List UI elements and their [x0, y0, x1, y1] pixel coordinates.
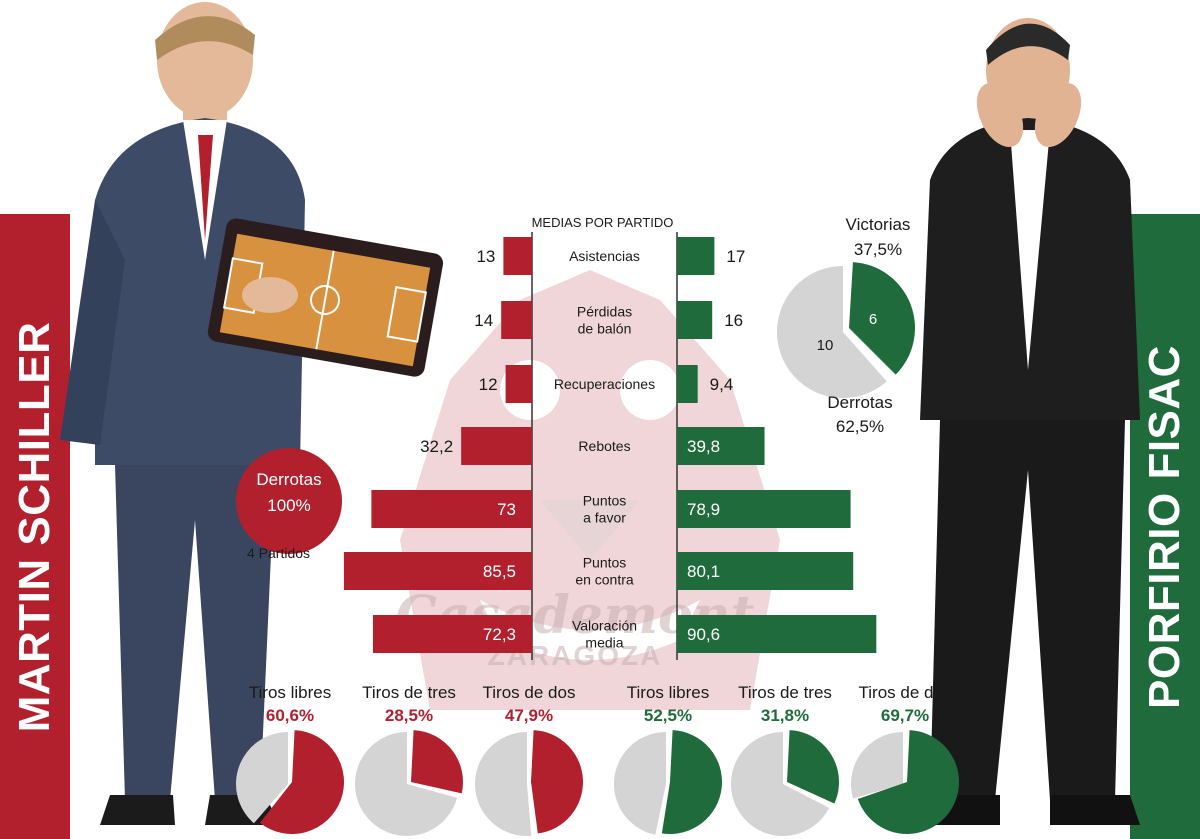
left-coach-photo	[60, 2, 444, 825]
shot-type-label: Tiros de tres	[362, 683, 456, 702]
wins-value: 6	[869, 311, 877, 328]
shot-pct-label: 60,6%	[265, 706, 315, 725]
category-label: Puntos	[583, 555, 627, 571]
left-coach-band: MARTIN SCHILLER	[0, 214, 70, 839]
bar-left-label: 12	[479, 375, 498, 394]
bar-left	[372, 615, 532, 653]
shot-pie-made	[259, 730, 344, 834]
shot-pie	[614, 730, 722, 835]
shot-pie-made	[661, 730, 722, 834]
category-label: Rebotes	[578, 438, 630, 454]
right-wins-pct: 37,5%	[853, 240, 903, 259]
left-games-count: 4 Partidos	[247, 545, 311, 561]
shot-type-label: Tiros de dos	[482, 683, 576, 702]
right-wins-label: Victorias	[845, 215, 911, 234]
shot-pie-made	[857, 730, 959, 834]
bar-left-label: 13	[476, 247, 495, 266]
shot-pie-rest	[355, 732, 458, 836]
bar-left-label: 85,5	[483, 562, 516, 581]
shot-pct-label: 31,8%	[760, 706, 810, 725]
bar-right-label: 80,1	[687, 562, 720, 581]
wins-slice	[849, 262, 915, 375]
bar-left	[461, 427, 532, 465]
bar-right-label: 90,6	[687, 625, 720, 644]
shot-pie-rest	[236, 732, 288, 824]
shot-pie	[355, 730, 463, 836]
category-label: a favor	[583, 510, 626, 526]
category-label: Valoración	[572, 618, 637, 634]
category-label: Puntos	[583, 493, 627, 509]
shot-pct-label: 52,5%	[643, 706, 693, 725]
bar-right	[677, 301, 713, 339]
category-label: de balón	[578, 321, 632, 337]
bar-left	[501, 301, 532, 339]
shot-pie-made	[787, 730, 839, 804]
shot-pct-label: 28,5%	[384, 706, 434, 725]
category-label: Asistencias	[569, 248, 640, 264]
right-losses-label: Derrotas	[827, 393, 893, 412]
shot-type-label: Tiros libres	[626, 683, 710, 702]
category-label: media	[585, 635, 623, 651]
shot-pie-rest	[475, 732, 532, 836]
shot-pie	[475, 730, 583, 836]
bar-right	[677, 490, 851, 528]
left-losses-label: Derrotas	[256, 470, 322, 489]
bar-left	[343, 552, 532, 590]
bar-right-label: 17	[726, 247, 745, 266]
category-label: Recuperaciones	[554, 376, 655, 392]
shot-pie-rest	[614, 732, 666, 835]
shot-pie	[731, 730, 839, 836]
bar-right	[677, 237, 715, 275]
shot-pie	[851, 730, 959, 834]
left-losses-pct: 100%	[267, 496, 311, 515]
right-record-pie: 6 10	[777, 262, 915, 398]
right-coach-band: PORFIRIO FISAC	[1130, 214, 1200, 839]
bar-right	[677, 615, 877, 653]
shot-type-label: Tiros libres	[248, 683, 332, 702]
bar-right	[677, 427, 765, 465]
shot-pie-made	[531, 730, 583, 834]
shot-pie	[236, 730, 344, 834]
shot-pie-rest	[731, 732, 830, 836]
right-coach-photo	[915, 18, 1140, 825]
shot-pie-rest	[851, 732, 903, 799]
bar-right-label: 78,9	[687, 500, 720, 519]
bar-left	[371, 490, 532, 528]
right-losses-pct: 62,5%	[835, 417, 885, 436]
bar-right-label: 39,8	[687, 437, 720, 456]
bar-right	[677, 365, 698, 403]
losses-value: 10	[817, 337, 834, 354]
left-losses-circle: Derrotas 100%	[236, 448, 342, 554]
bar-right-label: 16	[724, 311, 743, 330]
bar-left-label: 32,2	[420, 437, 453, 456]
shot-pct-label: 47,9%	[504, 706, 554, 725]
bar-left-label: 14	[474, 311, 493, 330]
bar-left-label: 72,3	[483, 625, 516, 644]
losses-slice	[777, 266, 887, 398]
shot-type-label: Tiros de tres	[738, 683, 832, 702]
bar-left-label: 73	[497, 500, 516, 519]
shot-pct-label: 69,7%	[880, 706, 930, 725]
category-label: Pérdidas	[577, 304, 632, 320]
bar-left	[503, 237, 532, 275]
shot-pie-made	[411, 730, 463, 794]
bar-right	[677, 552, 854, 590]
center-chart-title: MEDIAS POR PARTIDO	[531, 215, 674, 230]
bar-left	[505, 365, 532, 403]
bar-right-label: 9,4	[710, 375, 734, 394]
category-label: en contra	[575, 572, 634, 588]
shot-type-label: Tiros de dos	[858, 683, 952, 702]
